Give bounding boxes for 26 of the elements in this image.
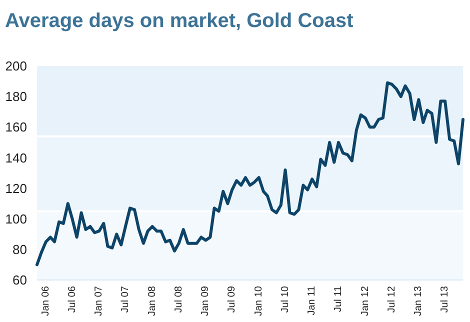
x-tick-label: Jul 06 [66,286,78,313]
x-tick-label: Jan 13 [413,286,424,316]
x-tick-label: Jan 12 [360,286,371,316]
x-tick-label: Jul 08 [173,286,184,313]
x-tick-label: Jul 09 [226,286,238,313]
x-tick-label: Jul 13 [440,286,451,313]
y-tick-label: 100 [5,211,27,226]
y-tick-label: 60 [12,272,27,288]
line-series [36,81,464,266]
x-tick-label: Jul 12 [386,286,398,313]
x-tick-label: Jan 08 [146,286,158,316]
x-tick-label: Jan 10 [253,286,264,316]
x-tick-label: Jul 07 [120,286,131,313]
x-tick-label: Jul 10 [280,286,291,313]
y-tick-label: 160 [5,120,27,135]
x-tick-label: Jan 09 [200,286,212,316]
y-tick-label: 140 [5,150,27,166]
y-tick-label: 200 [5,58,27,74]
y-tick-label: 120 [5,180,27,196]
chart-title: Average days on market, Gold Coast [5,10,354,32]
x-tick-label: Jan 11 [306,286,318,316]
x-tick-label: Jan 06 [40,286,52,316]
x-tick-label: Jul 11 [332,286,344,312]
x-tick-label: Jan 07 [94,286,105,316]
y-tick-label: 180 [5,89,27,104]
y-tick-label: 80 [12,242,27,257]
